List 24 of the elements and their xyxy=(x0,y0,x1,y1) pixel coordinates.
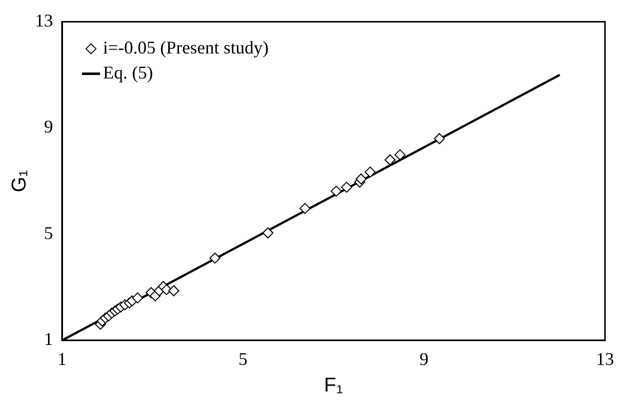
legend-label: Eq. (5) xyxy=(103,62,153,83)
legend-label: i=-0.05 (Present study) xyxy=(103,38,269,58)
point xyxy=(434,133,445,144)
y-tick-label: 5 xyxy=(44,222,53,243)
y-tick-label: 1 xyxy=(44,329,53,350)
point xyxy=(394,149,406,160)
point xyxy=(384,154,396,166)
point xyxy=(262,227,274,238)
point xyxy=(356,173,367,184)
point xyxy=(168,285,180,296)
x-tick-label: 5 xyxy=(238,348,248,369)
point xyxy=(209,252,220,264)
point xyxy=(299,202,310,214)
y-tick-label: 13 xyxy=(35,10,53,31)
x-axis-title: F₁ xyxy=(324,374,344,397)
y-axis-title: G₁ xyxy=(8,170,31,192)
point xyxy=(364,166,376,178)
x-tick-label: 13 xyxy=(596,348,614,369)
y-tick-label: 9 xyxy=(44,116,53,137)
x-tick-label: 9 xyxy=(420,348,428,369)
point xyxy=(132,292,144,304)
point xyxy=(341,182,352,193)
point xyxy=(330,186,342,197)
x-tick-label: 1 xyxy=(58,348,66,369)
